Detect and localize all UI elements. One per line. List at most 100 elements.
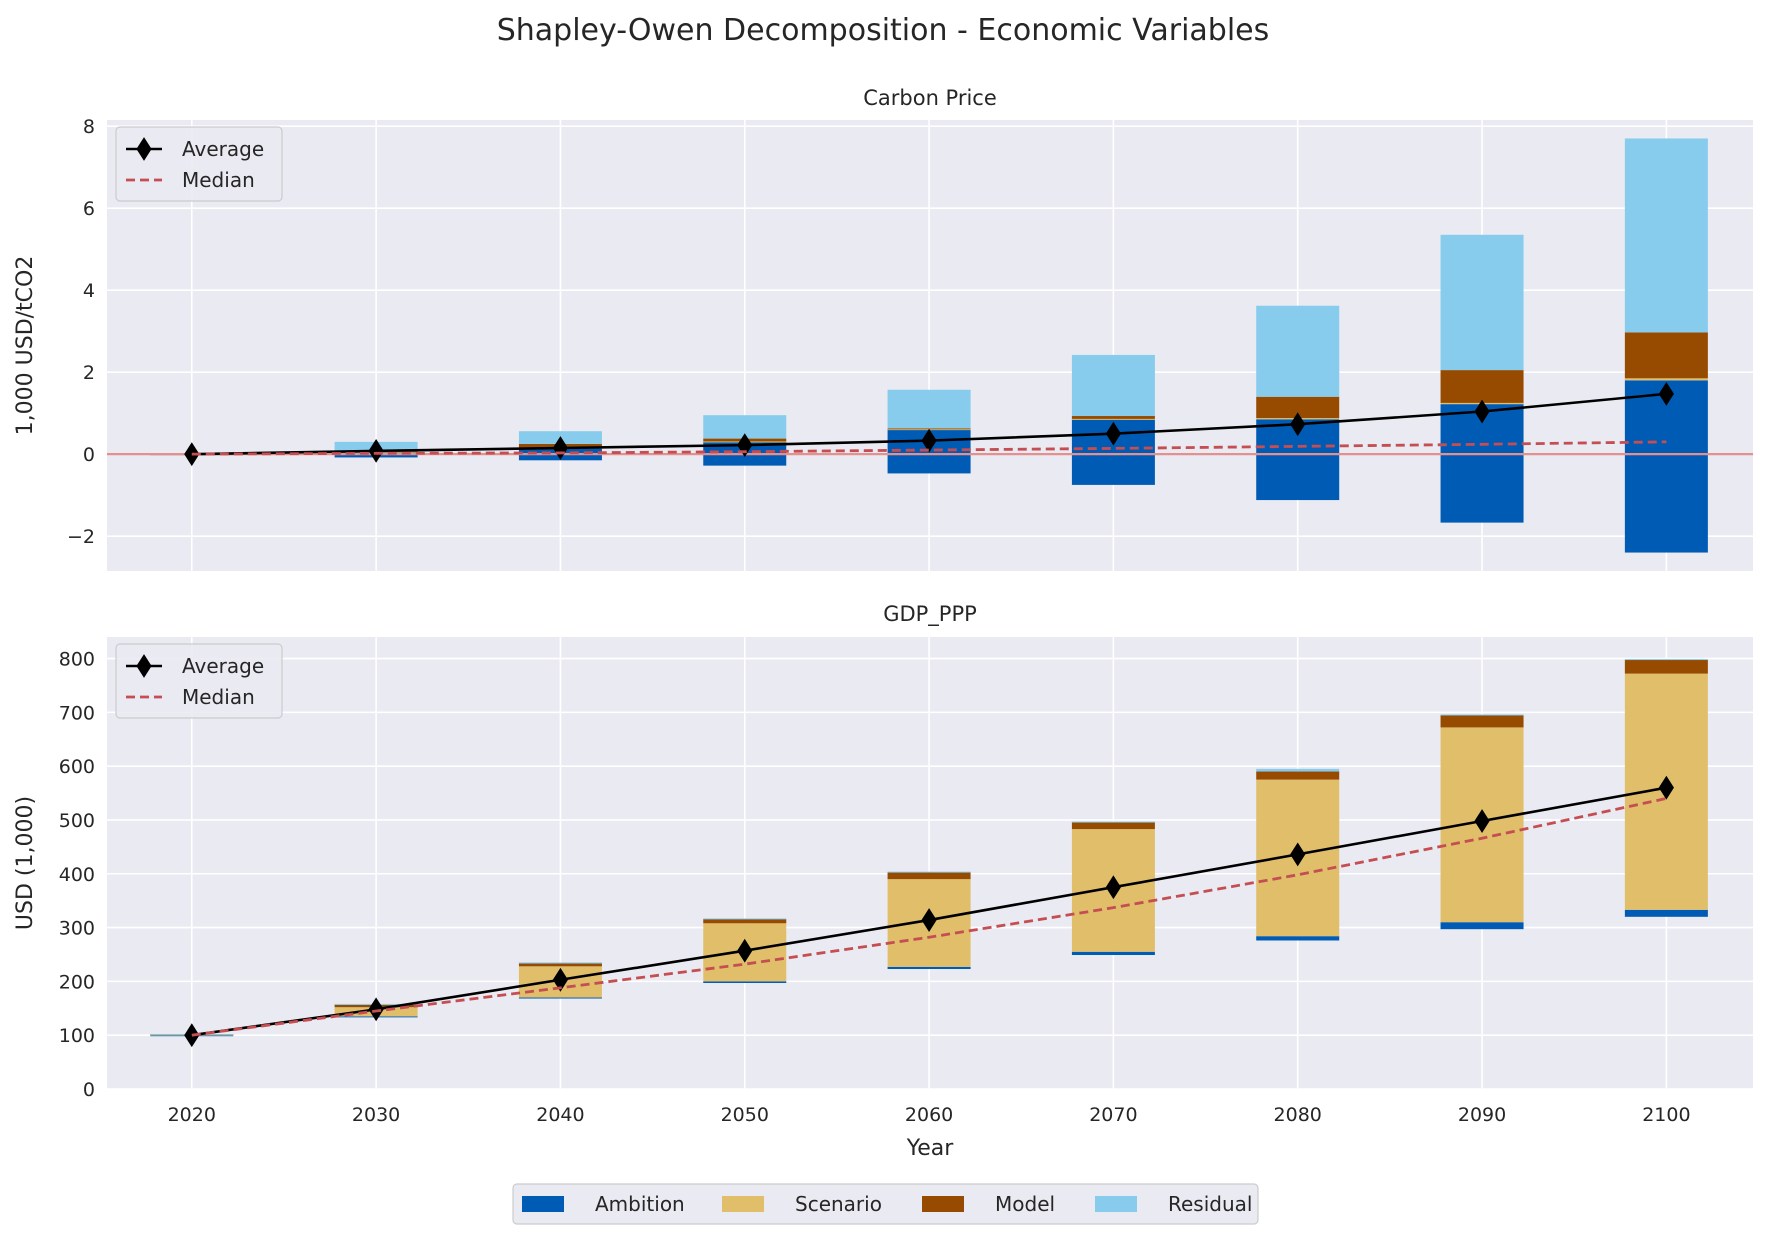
average-marker-2080 <box>1290 412 1306 437</box>
bar-model-2070 <box>1071 416 1155 419</box>
average-marker-2100 <box>1658 775 1674 800</box>
bar-residual-2070 <box>1071 354 1155 417</box>
line-median <box>191 440 1667 456</box>
median-line <box>191 797 1667 1037</box>
legend-average-label: Average <box>182 654 264 678</box>
y-tick-label: 400 <box>59 864 95 886</box>
average-marker-2040 <box>552 967 569 992</box>
average-marker-2090 <box>1474 809 1490 833</box>
bar-ambition-2100 <box>1624 909 1708 917</box>
bar-model-2080 <box>1256 771 1340 780</box>
x-tick-label: 2060 <box>905 1104 953 1126</box>
legend-residual-swatch <box>1095 1196 1137 1212</box>
legend-ambition-label: Ambition <box>595 1192 685 1216</box>
bar-model-2050 <box>703 918 787 924</box>
line-median <box>191 797 1667 1037</box>
bar-model-2090 <box>1440 715 1524 728</box>
bar-residual-2060 <box>887 871 971 873</box>
bar-ambition-2090 <box>1440 922 1524 930</box>
y-tick-label: −2 <box>67 526 95 548</box>
bar-model-2070 <box>1071 822 1155 830</box>
average-marker-2100 <box>1658 381 1674 406</box>
bar-residual-2060 <box>887 389 971 429</box>
average-marker-2060 <box>921 428 937 453</box>
y-tick-label: 100 <box>59 1025 95 1047</box>
line-average <box>184 775 1674 1048</box>
bar-model-2100 <box>1624 659 1708 674</box>
line-legend: Average Median <box>115 643 283 719</box>
bar-model-2100 <box>1624 332 1708 379</box>
panel-gdp-ppp: 0 100 200 300 400 500 600 700 800 GDP_PPP USD (1,0… <box>13 602 1753 1126</box>
average-marker-2050 <box>737 938 753 963</box>
average-marker-2030 <box>368 438 384 463</box>
legend-ambition-swatch <box>522 1196 564 1212</box>
bar-residual-2040 <box>518 962 602 964</box>
x-tick-label: 2030 <box>352 1104 400 1126</box>
y-tick-label: 500 <box>59 810 95 832</box>
bar-ambition-2070 <box>1071 951 1155 956</box>
bar-residual-2050 <box>703 918 787 920</box>
x-tick-label: 2080 <box>1274 1104 1322 1126</box>
bar-model-2060 <box>887 872 971 880</box>
bar-residual-2100 <box>1624 138 1708 333</box>
legend-scenario-swatch <box>722 1196 764 1212</box>
x-tick-label: 2090 <box>1458 1104 1506 1126</box>
average-marker-2070 <box>1105 875 1121 900</box>
y-tick-label: 800 <box>59 649 95 671</box>
y-tick-label: 0 <box>83 444 95 466</box>
y-tick-label: 0 <box>83 1079 95 1101</box>
bar-residual-2050 <box>703 415 787 439</box>
y-tick-label: 4 <box>83 280 95 302</box>
x-tick-label: 2100 <box>1642 1104 1690 1126</box>
x-axis-label: Year <box>906 1136 955 1161</box>
legend-median-label: Median <box>182 168 255 192</box>
line-legend: Average Median <box>115 126 283 202</box>
x-tick-label: 2040 <box>536 1104 584 1126</box>
y-axis-label: 1,000 USD/tCO2 <box>13 256 38 436</box>
bar-model-2040 <box>518 962 602 967</box>
legend-median-label: Median <box>182 685 255 709</box>
bar-ambition-2050 <box>703 981 787 983</box>
bar-residual-2080 <box>1256 305 1340 397</box>
bar-residual-2090 <box>1440 714 1524 716</box>
bar-ambition-2040 <box>518 997 602 999</box>
line-average <box>184 381 1674 467</box>
y-tick-label: 300 <box>59 918 95 940</box>
figure-title: Shapley-Owen Decomposition - Economic Va… <box>497 13 1270 48</box>
average-marker-2080 <box>1290 842 1306 867</box>
legend-residual-label: Residual <box>1168 1192 1252 1216</box>
legend-scenario-label: Scenario <box>795 1192 882 1216</box>
average-marker-2070 <box>1105 421 1121 446</box>
bar-residual-2070 <box>1071 821 1155 823</box>
legend-average-marker <box>136 654 152 678</box>
panel-title: Carbon Price <box>863 86 997 110</box>
panel-title: GDP_PPP <box>883 602 977 627</box>
bar-scenario-2100 <box>1624 378 1708 381</box>
x-tick-label: 2020 <box>168 1104 216 1126</box>
panel-carbon-price: −2 0 2 4 6 8 Carbon Price 1,000 USD/tCO2 Average… <box>13 86 1753 571</box>
bar-ambition-2090 <box>1440 404 1524 523</box>
average-marker-2090 <box>1474 399 1490 424</box>
bar-ambition-2080 <box>1256 936 1340 941</box>
legend-model-swatch <box>922 1196 964 1212</box>
x-tick-label: 2070 <box>1089 1104 1137 1126</box>
line-legend-box <box>115 126 283 202</box>
y-tick-label: 2 <box>83 362 95 384</box>
y-tick-label: 200 <box>59 971 95 993</box>
x-tick-label: 2050 <box>721 1104 769 1126</box>
legend-model-label: Model <box>995 1192 1055 1216</box>
y-tick-label: 6 <box>83 198 95 220</box>
bars <box>150 138 1708 553</box>
y-tick-label: 8 <box>83 116 95 138</box>
legend-average-label: Average <box>182 137 264 161</box>
bottom-legend-box <box>512 1183 1259 1225</box>
bar-ambition-2060 <box>887 966 971 970</box>
bar-ambition-2100 <box>1624 380 1708 553</box>
bar-model-2090 <box>1440 370 1524 403</box>
bottom-legend: Ambition Scenario Model Residual <box>512 1183 1259 1225</box>
y-axis-label: USD (1,000) <box>13 796 38 930</box>
bar-model-2080 <box>1256 396 1340 419</box>
bar-residual-2090 <box>1440 234 1524 371</box>
